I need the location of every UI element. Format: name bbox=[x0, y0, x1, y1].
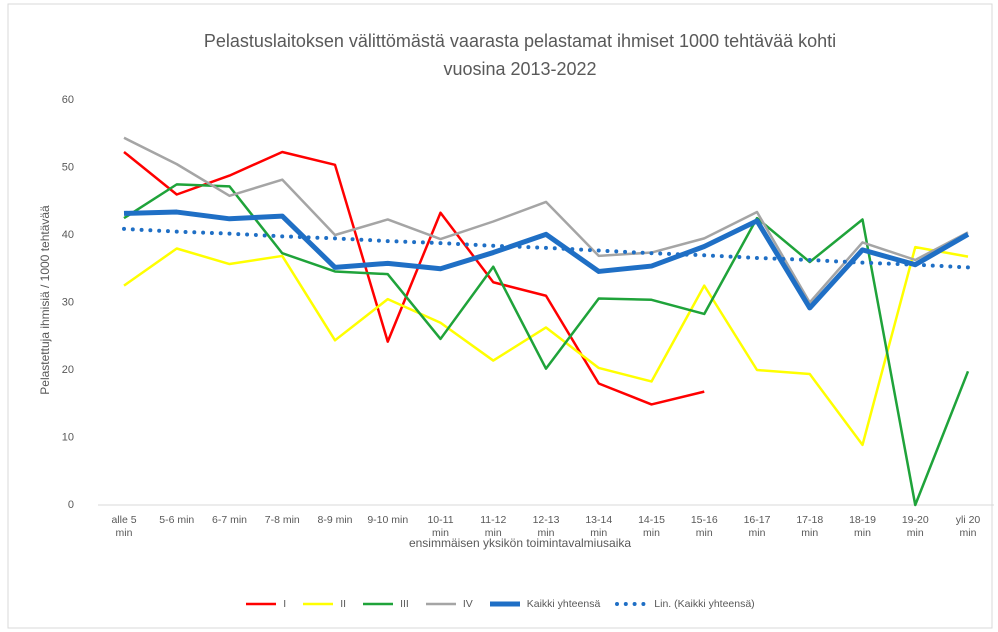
series-line bbox=[123, 183, 970, 507]
legend-label: Kaikki yhteensä bbox=[526, 598, 601, 610]
x-tick-label: alle 5 min bbox=[111, 514, 137, 539]
y-tick-label: 60 bbox=[62, 94, 74, 106]
legend-item: I bbox=[243, 598, 286, 610]
x-tick-label: yli 20 min bbox=[955, 514, 981, 539]
legend-label: Lin. (Kaikki yhteensä) bbox=[654, 598, 755, 610]
x-tick-label: 7-8 min bbox=[264, 514, 300, 526]
legend-item: II bbox=[300, 598, 346, 610]
y-tick-label: 40 bbox=[62, 229, 74, 241]
x-tick-label: 6-7 min bbox=[211, 514, 247, 526]
x-tick-label: 19-20 min bbox=[901, 514, 929, 539]
x-axis-title: ensimmäisen yksikön toimintavalmiusaika bbox=[409, 536, 631, 550]
x-tick-label: 9-10 min bbox=[367, 514, 409, 526]
legend-swatch bbox=[363, 602, 394, 606]
legend-item: III bbox=[360, 598, 409, 610]
legend-label: III bbox=[400, 598, 409, 610]
series-line bbox=[123, 150, 705, 406]
y-tick-label: 10 bbox=[62, 431, 74, 443]
chart-frame bbox=[7, 3, 993, 629]
x-tick-label: 15-16 min bbox=[690, 514, 718, 539]
legend-swatch bbox=[489, 601, 520, 607]
y-axis-title: Pelastettuja ihmisiä / 1000 tehtävää bbox=[38, 205, 52, 395]
x-tick-label: 8-9 min bbox=[317, 514, 353, 526]
y-tick-label: 30 bbox=[62, 296, 74, 308]
x-tick-label: 16-17 min bbox=[743, 514, 771, 539]
y-tick-label: 0 bbox=[68, 499, 74, 511]
legend-swatch bbox=[303, 602, 334, 606]
x-tick-label: 11-12 min bbox=[480, 514, 507, 539]
legend-label: IV bbox=[462, 598, 473, 610]
x-tick-label: 5-6 min bbox=[159, 514, 195, 526]
y-tick-label: 20 bbox=[62, 364, 74, 376]
legend-swatch bbox=[615, 602, 650, 606]
chart-title: Pelastuslaitoksen välittömästä vaarasta … bbox=[204, 31, 836, 51]
series-line bbox=[122, 226, 970, 270]
x-tick-label: 10-11 min bbox=[427, 514, 454, 539]
series-line bbox=[123, 136, 969, 304]
legend-swatch bbox=[425, 602, 456, 606]
chart-title: vuosina 2013-2022 bbox=[443, 59, 596, 79]
x-tick-label: 12-13 min bbox=[532, 514, 560, 539]
y-tick-label: 50 bbox=[62, 161, 74, 173]
legend-item: Kaikki yhteensä bbox=[487, 598, 601, 610]
x-tick-label: 18-19 min bbox=[849, 514, 876, 539]
legend-swatch bbox=[246, 602, 277, 606]
x-tick-label: 13-14 min bbox=[585, 514, 613, 539]
series-line bbox=[123, 209, 970, 311]
legend-label: I bbox=[283, 598, 287, 610]
legend-item: IV bbox=[423, 598, 473, 610]
legend-label: II bbox=[340, 598, 347, 610]
x-tick-label: 17-18 min bbox=[796, 514, 824, 539]
legend-item: Lin. (Kaikki yhteensä) bbox=[614, 598, 755, 610]
legend: I II III IV Kaikki yhteensä Lin. (Kaikki yhte… bbox=[0, 598, 998, 610]
x-tick-label: 14-15 min bbox=[638, 514, 665, 539]
series-line bbox=[123, 245, 969, 447]
